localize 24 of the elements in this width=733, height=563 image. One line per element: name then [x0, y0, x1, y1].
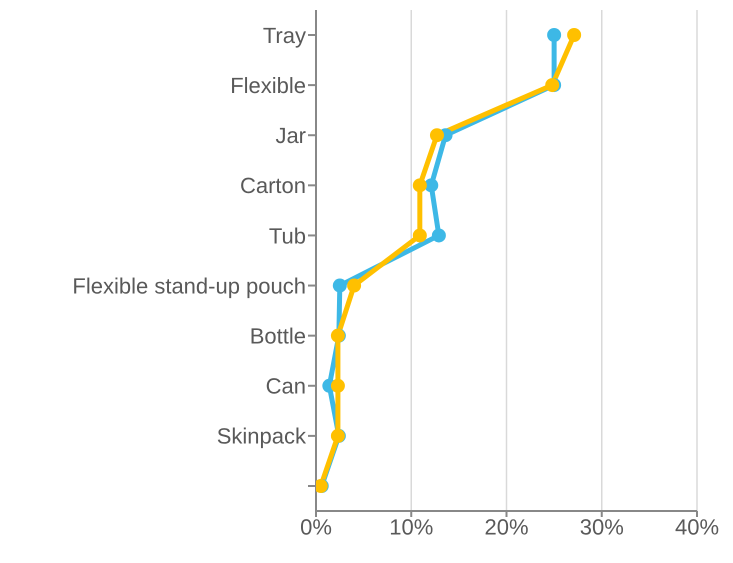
- point: [547, 28, 562, 42]
- y-tick-label: Tray: [262, 22, 306, 48]
- point: [332, 278, 347, 293]
- y-tick-label: Tub: [268, 223, 306, 248]
- point: [567, 28, 582, 42]
- y-tick-label: Flexible: [230, 72, 306, 98]
- x-tick-label: 40%: [674, 514, 720, 540]
- point: [432, 228, 446, 242]
- point: [424, 178, 438, 192]
- y-tick-label: Flexible stand-up pouch: [72, 273, 306, 298]
- y-tick-label: Bottle: [250, 323, 306, 348]
- x-tick-label: 30%: [580, 514, 624, 540]
- point: [330, 378, 345, 393]
- point: [412, 178, 427, 192]
- y-tick-label: Can: [266, 374, 306, 399]
- point: [430, 128, 444, 142]
- y-tick-label: Skinpack: [216, 424, 307, 449]
- x-tick-label: 20%: [484, 514, 529, 540]
- y-tick-label: Carton: [240, 173, 306, 198]
- x-tick-label: 10%: [389, 514, 434, 540]
- y-tick-label: Jar: [275, 123, 306, 148]
- point: [347, 278, 362, 293]
- point: [412, 228, 427, 242]
- x-tick-label: 0%: [300, 514, 332, 540]
